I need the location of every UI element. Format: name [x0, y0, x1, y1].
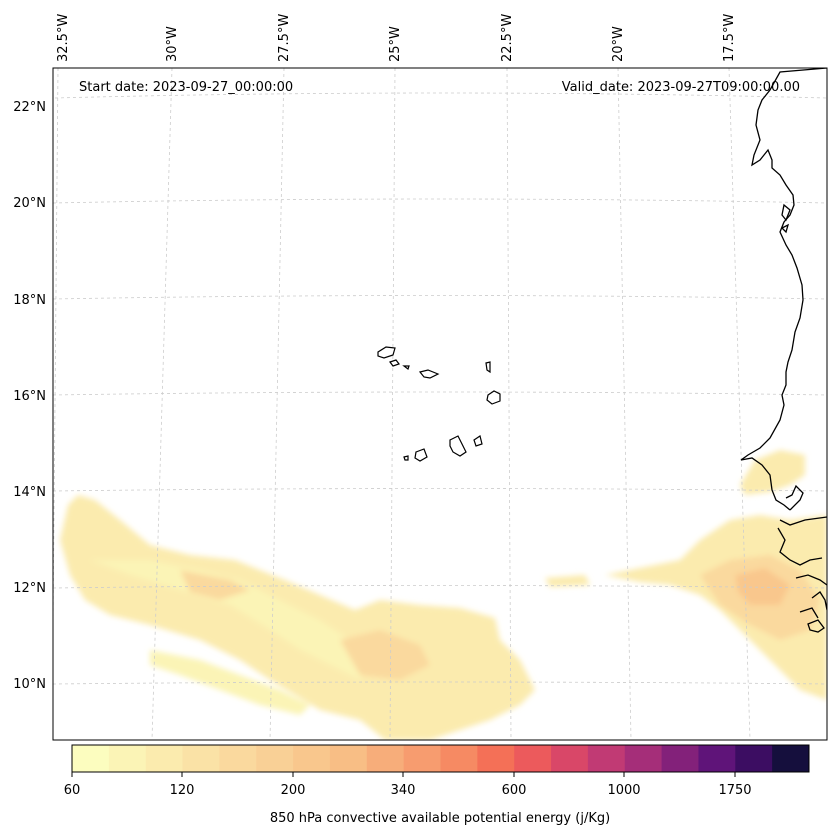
colorbar-segment — [477, 745, 515, 772]
colorbar-segment — [514, 745, 552, 772]
colorbar-tick-labels: 60 120 200 340 600 1000 1750 — [64, 783, 752, 798]
colorbar-segment — [293, 745, 331, 772]
lat-label: 22°N — [13, 100, 46, 115]
colorbar-segment — [624, 745, 663, 772]
cape-verde-islands — [377, 346, 501, 462]
colorbar-segment — [440, 745, 478, 772]
start-date-label: Start date: 2023-09-27_00:00:00 — [79, 80, 293, 95]
colorbar-segment — [329, 745, 368, 772]
longitude-labels: 32.5°W 30°W 27.5°W 25°W 22.5°W 20°W 17.5… — [56, 14, 737, 62]
colorbar-frame — [71, 744, 810, 773]
colorbar-segment — [403, 745, 441, 772]
colorbar-tick-label: 1000 — [607, 783, 640, 798]
lon-label: 32.5°W — [56, 14, 71, 62]
colorbar-segment — [551, 745, 589, 772]
lat-label: 12°N — [13, 581, 46, 596]
lat-label: 14°N — [13, 485, 46, 500]
coastline — [740, 68, 827, 633]
colorbar-tick-label: 120 — [170, 783, 195, 798]
latitude-labels: 22°N 20°N 18°N 16°N 14°N 12°N 10°N — [13, 100, 46, 692]
lon-label: 22.5°W — [500, 14, 515, 62]
colorbar-segment — [735, 745, 773, 772]
cape-field — [60, 450, 827, 740]
colorbar — [72, 745, 810, 772]
map-area — [53, 68, 827, 740]
colorbar-ticks — [71, 772, 736, 777]
lat-label: 10°N — [13, 677, 46, 692]
map-frame — [52, 67, 828, 741]
colorbar-segment — [182, 745, 220, 772]
colorbar-tick-label: 60 — [64, 783, 81, 798]
colorbar-tick-label: 1750 — [718, 783, 751, 798]
colorbar-segment — [256, 745, 294, 772]
colorbar-segment — [219, 745, 257, 772]
colorbar-tick-label: 200 — [281, 783, 306, 798]
colorbar-tick-label: 600 — [502, 783, 527, 798]
colorbar-segment — [145, 745, 184, 772]
lon-label: 20°W — [611, 26, 626, 62]
colorbar-tick-label: 340 — [391, 783, 416, 798]
lon-label: 27.5°W — [277, 14, 292, 62]
colorbar-segment — [772, 745, 810, 772]
colorbar-segment — [108, 745, 147, 772]
lon-label: 17.5°W — [722, 14, 737, 62]
lat-label: 20°N — [13, 196, 46, 211]
lat-label: 16°N — [13, 389, 46, 404]
graticule — [53, 68, 827, 740]
lat-label: 18°N — [13, 293, 46, 308]
colorbar-title: 850 hPa convective available potential e… — [270, 811, 610, 826]
lon-label: 25°W — [388, 26, 403, 62]
colorbar-segment — [587, 745, 626, 772]
valid-date-label: Valid_date: 2023-09-27T09:00:00.00 — [562, 80, 800, 95]
colorbar-segment — [698, 745, 736, 772]
colorbar-segment — [661, 745, 699, 772]
colorbar-segment — [72, 745, 110, 772]
colorbar-segment — [366, 745, 405, 772]
lon-label: 30°W — [165, 26, 180, 62]
